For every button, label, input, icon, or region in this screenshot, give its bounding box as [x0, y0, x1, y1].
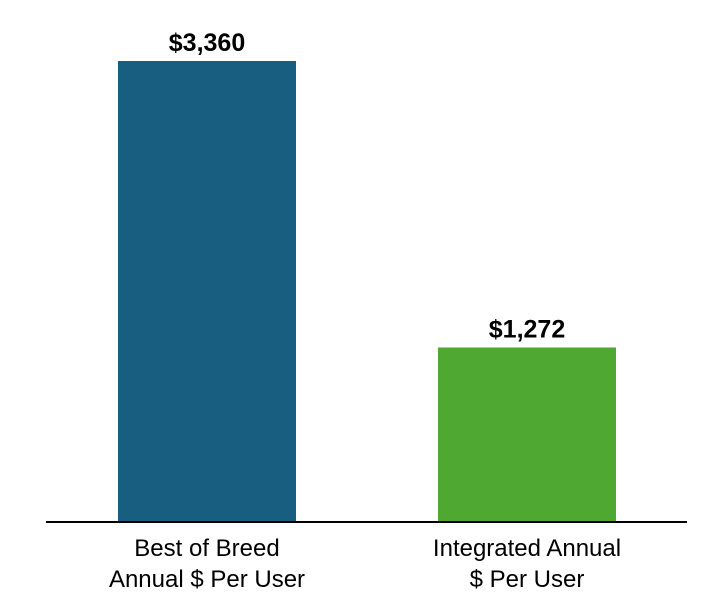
data-label-2: $1,272: [489, 315, 565, 343]
category-label-1-line-2: Annual $ Per User: [109, 566, 305, 593]
data-labels-group: $3,360 $1,272: [169, 29, 565, 343]
bars-group: [118, 61, 616, 522]
category-label-1-line-1: Best of Breed: [134, 535, 279, 562]
bar-1: [118, 61, 296, 522]
category-labels-group: Best of Breed Annual $ Per User Integrated…: [109, 535, 621, 593]
bar-2: [438, 347, 616, 522]
category-label-2-line-1: Integrated Annual: [433, 535, 621, 562]
category-label-2-line-2: $ Per User: [470, 566, 585, 593]
data-label-1: $3,360: [169, 29, 245, 57]
